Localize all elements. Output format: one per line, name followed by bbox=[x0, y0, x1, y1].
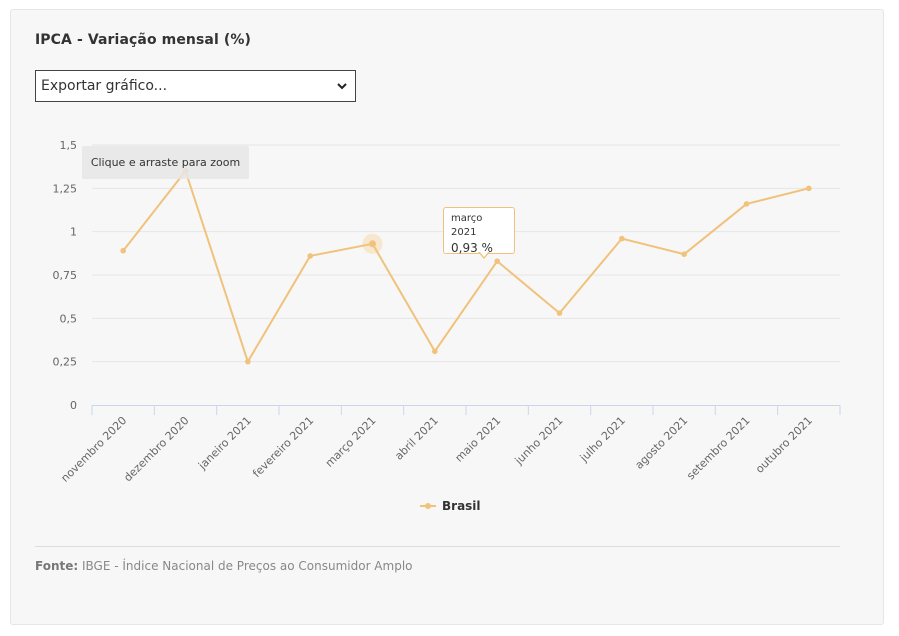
x-tick-label: agosto 2021 bbox=[633, 414, 691, 472]
data-point[interactable] bbox=[556, 310, 563, 316]
data-point[interactable] bbox=[432, 348, 438, 355]
zoom-hint-text: Clique e arraste para zoom bbox=[90, 156, 241, 169]
y-tick-label: 0,25 bbox=[53, 356, 78, 369]
x-tick-label: setembro 2021 bbox=[684, 414, 752, 482]
x-tick-label: junho 2021 bbox=[512, 414, 566, 468]
y-tick-label: 1,5 bbox=[60, 139, 78, 152]
data-point[interactable] bbox=[369, 240, 376, 248]
y-tick-label: 1 bbox=[70, 226, 77, 239]
y-tick-label: 0,5 bbox=[60, 312, 78, 325]
data-point[interactable] bbox=[494, 258, 500, 264]
x-tick-label: janeiro 2021 bbox=[195, 414, 254, 473]
chart-tooltip: março 2021 0,93 % bbox=[443, 207, 515, 255]
data-point[interactable] bbox=[307, 253, 313, 259]
tooltip-pointer-fill bbox=[479, 251, 489, 257]
x-tick-label: fevereiro 2021 bbox=[250, 414, 316, 480]
data-point[interactable] bbox=[245, 358, 251, 365]
source-text: IBGE - Índice Nacional de Preços ao Cons… bbox=[78, 559, 413, 573]
chart-title: IPCA - Variação mensal (%) bbox=[35, 32, 251, 48]
y-tick-label: 1,25 bbox=[53, 182, 78, 195]
chevron-down-icon bbox=[337, 83, 347, 90]
chart-card bbox=[10, 9, 884, 625]
data-point[interactable] bbox=[619, 235, 625, 242]
data-point[interactable] bbox=[806, 185, 812, 192]
x-tick-label: novembro 2020 bbox=[58, 414, 129, 485]
source-prefix: Fonte: bbox=[35, 559, 79, 573]
export-select-label: Exportar gráfico... bbox=[41, 78, 168, 94]
zoom-hint: Clique e arraste para zoom bbox=[82, 146, 249, 179]
legend-marker-brasil[interactable] bbox=[425, 503, 431, 509]
data-point[interactable] bbox=[681, 251, 687, 257]
y-tick-label: 0 bbox=[70, 399, 77, 412]
x-tick-label: julho 2021 bbox=[577, 414, 628, 465]
source-divider bbox=[35, 546, 840, 547]
x-tick-label: maio 2021 bbox=[453, 414, 504, 465]
source-note: Fonte: IBGE - Índice Nacional de Preços … bbox=[35, 559, 413, 573]
data-point[interactable] bbox=[743, 201, 750, 207]
tooltip-label: março 2021 bbox=[451, 213, 483, 238]
y-tick-label: 0,75 bbox=[53, 269, 78, 282]
legend-label-brasil[interactable]: Brasil bbox=[442, 499, 481, 513]
series-line-brasil[interactable] bbox=[122, 170, 810, 363]
x-tick-label: março 2021 bbox=[323, 414, 379, 470]
x-tick-label: dezembro 2020 bbox=[121, 414, 191, 484]
data-point[interactable] bbox=[120, 247, 126, 254]
x-tick-label: abril 2021 bbox=[392, 414, 441, 463]
x-tick-label: outubro 2021 bbox=[753, 414, 815, 476]
export-chart-select[interactable]: Exportar gráfico... bbox=[35, 70, 356, 102]
